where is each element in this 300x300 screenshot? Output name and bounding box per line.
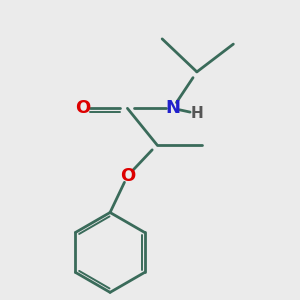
- Text: O: O: [120, 167, 135, 185]
- Text: N: N: [165, 99, 180, 117]
- Text: O: O: [75, 99, 90, 117]
- Text: O: O: [120, 167, 135, 185]
- Text: O: O: [75, 99, 90, 117]
- Text: H: H: [190, 106, 203, 121]
- Text: N: N: [165, 99, 180, 117]
